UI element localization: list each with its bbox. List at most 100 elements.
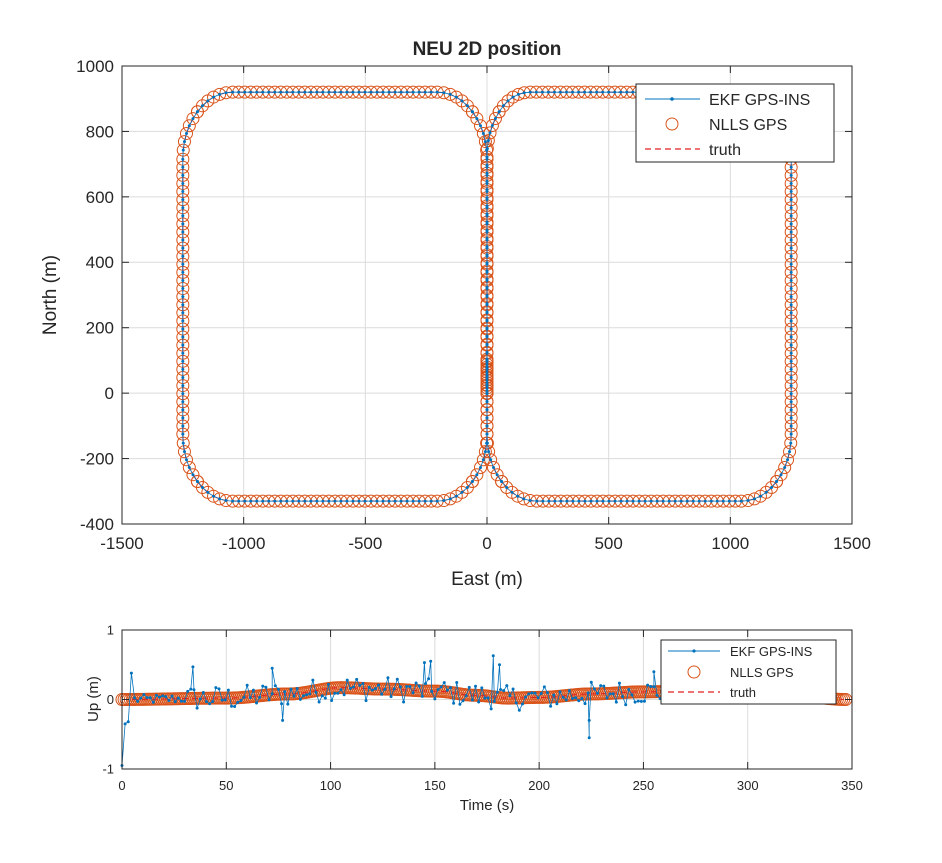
bottom-xtick-label: 100 — [320, 778, 342, 793]
ekf-gps-ins-point — [460, 99, 464, 103]
ekf-gps-ins-point — [123, 722, 127, 726]
ekf-gps-ins-point — [461, 699, 465, 703]
ekf-gps-ins-point — [536, 696, 540, 700]
ekf-gps-ins-point — [485, 155, 489, 159]
ekf-gps-ins-point — [789, 214, 793, 218]
ekf-gps-ins-point — [619, 499, 623, 503]
ekf-gps-ins-point — [485, 198, 489, 202]
top-xtick-label: -1500 — [100, 534, 143, 553]
ekf-gps-ins-point — [387, 90, 391, 94]
ekf-gps-ins-point — [652, 685, 656, 689]
ekf-gps-ins-point — [475, 117, 479, 121]
ekf-gps-ins-point — [200, 104, 204, 108]
ekf-gps-ins-point — [499, 688, 503, 692]
ekf-gps-ins-point — [435, 90, 439, 94]
ekf-gps-ins-point — [309, 90, 313, 94]
ekf-gps-ins-point — [789, 400, 793, 404]
ekf-gps-ins-point — [405, 90, 409, 94]
ekf-gps-ins-point — [485, 262, 489, 266]
nlls-gps-marker — [177, 135, 191, 149]
ekf-gps-ins-point — [399, 499, 403, 503]
ekf-gps-ins-point — [495, 690, 499, 694]
bottom-xtick-label: 300 — [737, 778, 759, 793]
ekf-gps-ins-point — [685, 499, 689, 503]
ekf-gps-ins-point — [315, 90, 319, 94]
ekf-gps-ins-point — [145, 696, 149, 700]
ekf-gps-ins-point — [423, 499, 427, 503]
ekf-gps-ins-point — [182, 140, 186, 144]
ekf-gps-ins-point — [789, 359, 793, 363]
ekf-gps-ins-point — [414, 681, 418, 685]
ekf-gps-ins-point — [195, 110, 199, 114]
ekf-gps-ins-point — [559, 499, 563, 503]
ekf-gps-ins-point — [505, 485, 509, 489]
ekf-gps-ins-point — [485, 381, 489, 385]
ekf-gps-ins-point — [357, 499, 361, 503]
ekf-gps-ins-point — [485, 368, 489, 372]
ekf-gps-ins-point — [326, 682, 330, 686]
ekf-gps-ins-point — [783, 465, 787, 469]
ekf-gps-ins-point — [789, 262, 793, 266]
ekf-gps-ins-point — [267, 499, 271, 503]
ekf-gps-ins-point — [639, 699, 643, 703]
ekf-gps-ins-point — [601, 499, 605, 503]
nlls-gps-marker — [182, 460, 196, 474]
ekf-gps-ins-point — [485, 360, 489, 364]
ekf-gps-ins-point — [243, 90, 247, 94]
nlls-gps-marker — [443, 87, 457, 101]
ekf-gps-ins-point — [514, 701, 518, 705]
ekf-gps-ins-point — [375, 90, 379, 94]
ekf-gps-ins-point — [789, 392, 793, 396]
ekf-gps-ins-point — [786, 458, 790, 462]
ekf-gps-ins-point — [608, 692, 612, 696]
ekf-gps-ins-point — [430, 689, 434, 693]
ekf-gps-ins-point — [490, 124, 494, 128]
ekf-gps-ins-point — [393, 499, 397, 503]
ekf-gps-ins-point — [485, 173, 489, 177]
ekf-gps-ins-point — [528, 499, 532, 503]
ekf-gps-ins-point — [527, 692, 531, 696]
ekf-gps-ins-point — [303, 90, 307, 94]
ekf-gps-ins-point — [479, 124, 483, 128]
ekf-gps-ins-point — [679, 499, 683, 503]
ekf-gps-ins-point — [483, 696, 487, 700]
ekf-gps-ins-point — [167, 698, 171, 702]
bottom-legend-truth-label: truth — [730, 685, 756, 700]
ekf-gps-ins-point — [567, 689, 571, 693]
ekf-gps-ins-point — [303, 499, 307, 503]
ekf-gps-ins-point — [485, 391, 489, 395]
ekf-gps-ins-point — [273, 499, 277, 503]
ekf-gps-ins-point — [320, 694, 324, 698]
top-ytick-label: 800 — [86, 122, 114, 141]
bottom-legend-ekf-marker — [692, 649, 696, 653]
bottom-ylabel: Up (m) — [85, 676, 102, 722]
ekf-gps-ins-point — [621, 694, 625, 698]
ekf-gps-ins-point — [387, 499, 391, 503]
nlls-gps-marker — [505, 485, 519, 499]
ekf-gps-ins-point — [191, 473, 195, 477]
bottom-chart-up: 0 50 100 150 200 250 300 350 -1 0 1 Time (s) Up (m… — [85, 623, 863, 814]
ekf-gps-ins-point — [673, 499, 677, 503]
ekf-gps-ins-point — [317, 700, 321, 704]
ekf-gps-ins-point — [142, 693, 146, 697]
ekf-gps-ins-point — [627, 688, 631, 692]
ekf-gps-ins-point — [214, 686, 218, 690]
ekf-gps-ins-point — [417, 90, 421, 94]
nlls-gps-marker — [783, 445, 797, 459]
ekf-gps-ins-point — [133, 696, 137, 700]
ekf-gps-ins-point — [279, 90, 283, 94]
ekf-gps-ins-point — [381, 499, 385, 503]
ekf-gps-ins-point — [187, 465, 191, 469]
ekf-gps-ins-point — [273, 90, 277, 94]
ekf-gps-ins-point — [276, 687, 280, 691]
ekf-gps-ins-point — [273, 684, 277, 688]
ekf-gps-ins-point — [402, 700, 406, 704]
ekf-gps-ins-point — [452, 701, 456, 705]
ekf-gps-ins-point — [181, 351, 185, 355]
ekf-gps-ins-point — [646, 683, 650, 687]
ekf-gps-ins-point — [233, 704, 237, 708]
ekf-gps-ins-point — [492, 699, 496, 703]
ekf-gps-ins-point — [291, 499, 295, 503]
ekf-gps-ins-point — [511, 95, 515, 99]
ekf-gps-ins-point — [488, 131, 492, 135]
